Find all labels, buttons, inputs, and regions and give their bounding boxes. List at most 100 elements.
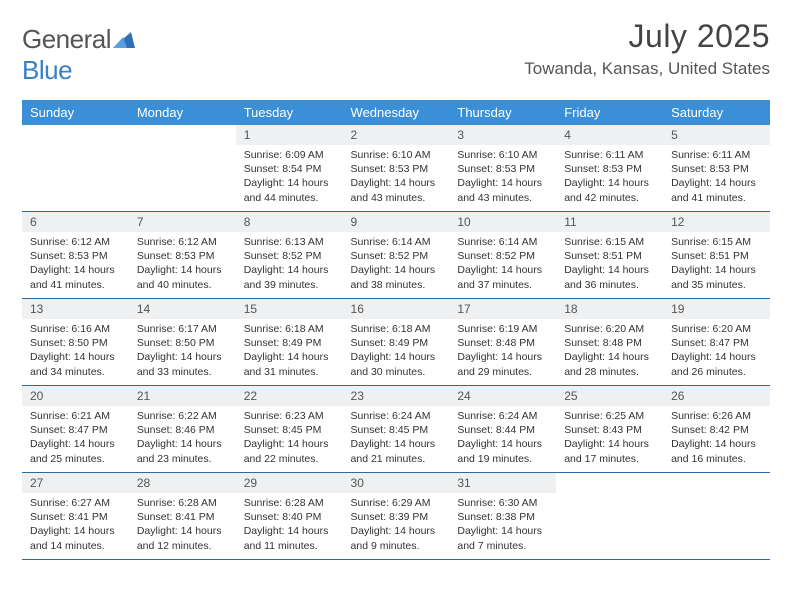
day-content: Sunrise: 6:11 AMSunset: 8:53 PMDaylight:… <box>663 145 770 209</box>
day-daylight1: Daylight: 14 hours <box>244 263 335 277</box>
day-sunset: Sunset: 8:41 PM <box>30 510 121 524</box>
day-daylight2: and 30 minutes. <box>351 365 442 379</box>
day-sunset: Sunset: 8:52 PM <box>244 249 335 263</box>
calendar-cell: 17Sunrise: 6:19 AMSunset: 8:48 PMDayligh… <box>449 299 556 386</box>
day-sunset: Sunset: 8:53 PM <box>671 162 762 176</box>
day-daylight2: and 11 minutes. <box>244 539 335 553</box>
calendar-cell: 19Sunrise: 6:20 AMSunset: 8:47 PMDayligh… <box>663 299 770 386</box>
day-number: 22 <box>236 386 343 406</box>
day-sunrise: Sunrise: 6:29 AM <box>351 496 442 510</box>
day-sunrise: Sunrise: 6:13 AM <box>244 235 335 249</box>
day-sunrise: Sunrise: 6:17 AM <box>137 322 228 336</box>
day-daylight2: and 36 minutes. <box>564 278 655 292</box>
calendar-body: 1Sunrise: 6:09 AMSunset: 8:54 PMDaylight… <box>22 125 770 560</box>
day-sunset: Sunset: 8:52 PM <box>457 249 548 263</box>
day-number: 4 <box>556 125 663 145</box>
day-daylight1: Daylight: 14 hours <box>351 524 442 538</box>
day-sunrise: Sunrise: 6:14 AM <box>457 235 548 249</box>
day-number: 21 <box>129 386 236 406</box>
day-daylight2: and 22 minutes. <box>244 452 335 466</box>
day-daylight2: and 21 minutes. <box>351 452 442 466</box>
day-number: 5 <box>663 125 770 145</box>
day-daylight1: Daylight: 14 hours <box>30 437 121 451</box>
day-daylight1: Daylight: 14 hours <box>671 437 762 451</box>
day-daylight1: Daylight: 14 hours <box>457 437 548 451</box>
day-daylight2: and 41 minutes. <box>671 191 762 205</box>
day-sunset: Sunset: 8:51 PM <box>564 249 655 263</box>
calendar-week: 13Sunrise: 6:16 AMSunset: 8:50 PMDayligh… <box>22 299 770 386</box>
day-sunset: Sunset: 8:39 PM <box>351 510 442 524</box>
day-daylight1: Daylight: 14 hours <box>244 176 335 190</box>
day-content: Sunrise: 6:26 AMSunset: 8:42 PMDaylight:… <box>663 406 770 470</box>
day-content: Sunrise: 6:18 AMSunset: 8:49 PMDaylight:… <box>236 319 343 383</box>
day-sunrise: Sunrise: 6:27 AM <box>30 496 121 510</box>
day-sunset: Sunset: 8:54 PM <box>244 162 335 176</box>
calendar-cell: 22Sunrise: 6:23 AMSunset: 8:45 PMDayligh… <box>236 386 343 473</box>
day-sunrise: Sunrise: 6:23 AM <box>244 409 335 423</box>
weekday-header: Tuesday <box>236 100 343 125</box>
day-daylight1: Daylight: 14 hours <box>137 263 228 277</box>
title-block: July 2025 Towanda, Kansas, United States <box>524 18 770 79</box>
day-number: 25 <box>556 386 663 406</box>
calendar-cell: 6Sunrise: 6:12 AMSunset: 8:53 PMDaylight… <box>22 212 129 299</box>
weekday-header: Wednesday <box>343 100 450 125</box>
calendar-cell: 25Sunrise: 6:25 AMSunset: 8:43 PMDayligh… <box>556 386 663 473</box>
day-sunrise: Sunrise: 6:25 AM <box>564 409 655 423</box>
day-content: Sunrise: 6:21 AMSunset: 8:47 PMDaylight:… <box>22 406 129 470</box>
day-number: 14 <box>129 299 236 319</box>
day-daylight2: and 41 minutes. <box>30 278 121 292</box>
day-daylight2: and 39 minutes. <box>244 278 335 292</box>
brand-logo: GeneralBlue <box>22 18 135 86</box>
day-sunset: Sunset: 8:53 PM <box>457 162 548 176</box>
day-daylight2: and 43 minutes. <box>351 191 442 205</box>
day-content: Sunrise: 6:20 AMSunset: 8:47 PMDaylight:… <box>663 319 770 383</box>
day-content: Sunrise: 6:28 AMSunset: 8:41 PMDaylight:… <box>129 493 236 557</box>
calendar-cell: 14Sunrise: 6:17 AMSunset: 8:50 PMDayligh… <box>129 299 236 386</box>
calendar-cell: 27Sunrise: 6:27 AMSunset: 8:41 PMDayligh… <box>22 473 129 560</box>
day-content: Sunrise: 6:14 AMSunset: 8:52 PMDaylight:… <box>449 232 556 296</box>
calendar-table: Sunday Monday Tuesday Wednesday Thursday… <box>22 100 770 560</box>
day-number: 29 <box>236 473 343 493</box>
calendar-cell: 11Sunrise: 6:15 AMSunset: 8:51 PMDayligh… <box>556 212 663 299</box>
calendar-cell: 1Sunrise: 6:09 AMSunset: 8:54 PMDaylight… <box>236 125 343 212</box>
day-sunset: Sunset: 8:38 PM <box>457 510 548 524</box>
day-number: 6 <box>22 212 129 232</box>
day-content: Sunrise: 6:12 AMSunset: 8:53 PMDaylight:… <box>22 232 129 296</box>
day-sunrise: Sunrise: 6:14 AM <box>351 235 442 249</box>
day-sunset: Sunset: 8:47 PM <box>671 336 762 350</box>
day-daylight2: and 38 minutes. <box>351 278 442 292</box>
day-content: Sunrise: 6:13 AMSunset: 8:52 PMDaylight:… <box>236 232 343 296</box>
day-content: Sunrise: 6:27 AMSunset: 8:41 PMDaylight:… <box>22 493 129 557</box>
weekday-header-row: Sunday Monday Tuesday Wednesday Thursday… <box>22 100 770 125</box>
day-number: 26 <box>663 386 770 406</box>
day-sunset: Sunset: 8:53 PM <box>351 162 442 176</box>
calendar-cell: 15Sunrise: 6:18 AMSunset: 8:49 PMDayligh… <box>236 299 343 386</box>
day-daylight1: Daylight: 14 hours <box>564 350 655 364</box>
day-content: Sunrise: 6:14 AMSunset: 8:52 PMDaylight:… <box>343 232 450 296</box>
day-sunset: Sunset: 8:47 PM <box>30 423 121 437</box>
day-sunrise: Sunrise: 6:10 AM <box>351 148 442 162</box>
day-daylight1: Daylight: 14 hours <box>457 263 548 277</box>
day-daylight2: and 40 minutes. <box>137 278 228 292</box>
calendar-week: 20Sunrise: 6:21 AMSunset: 8:47 PMDayligh… <box>22 386 770 473</box>
day-daylight2: and 28 minutes. <box>564 365 655 379</box>
day-daylight1: Daylight: 14 hours <box>351 176 442 190</box>
day-content: Sunrise: 6:16 AMSunset: 8:50 PMDaylight:… <box>22 319 129 383</box>
day-daylight1: Daylight: 14 hours <box>457 176 548 190</box>
day-content: Sunrise: 6:15 AMSunset: 8:51 PMDaylight:… <box>556 232 663 296</box>
day-sunrise: Sunrise: 6:18 AM <box>351 322 442 336</box>
day-number: 23 <box>343 386 450 406</box>
day-daylight1: Daylight: 14 hours <box>457 524 548 538</box>
calendar-cell: 23Sunrise: 6:24 AMSunset: 8:45 PMDayligh… <box>343 386 450 473</box>
logo-mark <box>113 24 135 54</box>
day-daylight1: Daylight: 14 hours <box>244 350 335 364</box>
day-content: Sunrise: 6:09 AMSunset: 8:54 PMDaylight:… <box>236 145 343 209</box>
day-sunrise: Sunrise: 6:28 AM <box>244 496 335 510</box>
calendar-cell: 12Sunrise: 6:15 AMSunset: 8:51 PMDayligh… <box>663 212 770 299</box>
calendar-cell <box>22 125 129 212</box>
day-content: Sunrise: 6:17 AMSunset: 8:50 PMDaylight:… <box>129 319 236 383</box>
day-daylight2: and 44 minutes. <box>244 191 335 205</box>
day-sunset: Sunset: 8:48 PM <box>564 336 655 350</box>
day-sunrise: Sunrise: 6:26 AM <box>671 409 762 423</box>
calendar-cell: 18Sunrise: 6:20 AMSunset: 8:48 PMDayligh… <box>556 299 663 386</box>
